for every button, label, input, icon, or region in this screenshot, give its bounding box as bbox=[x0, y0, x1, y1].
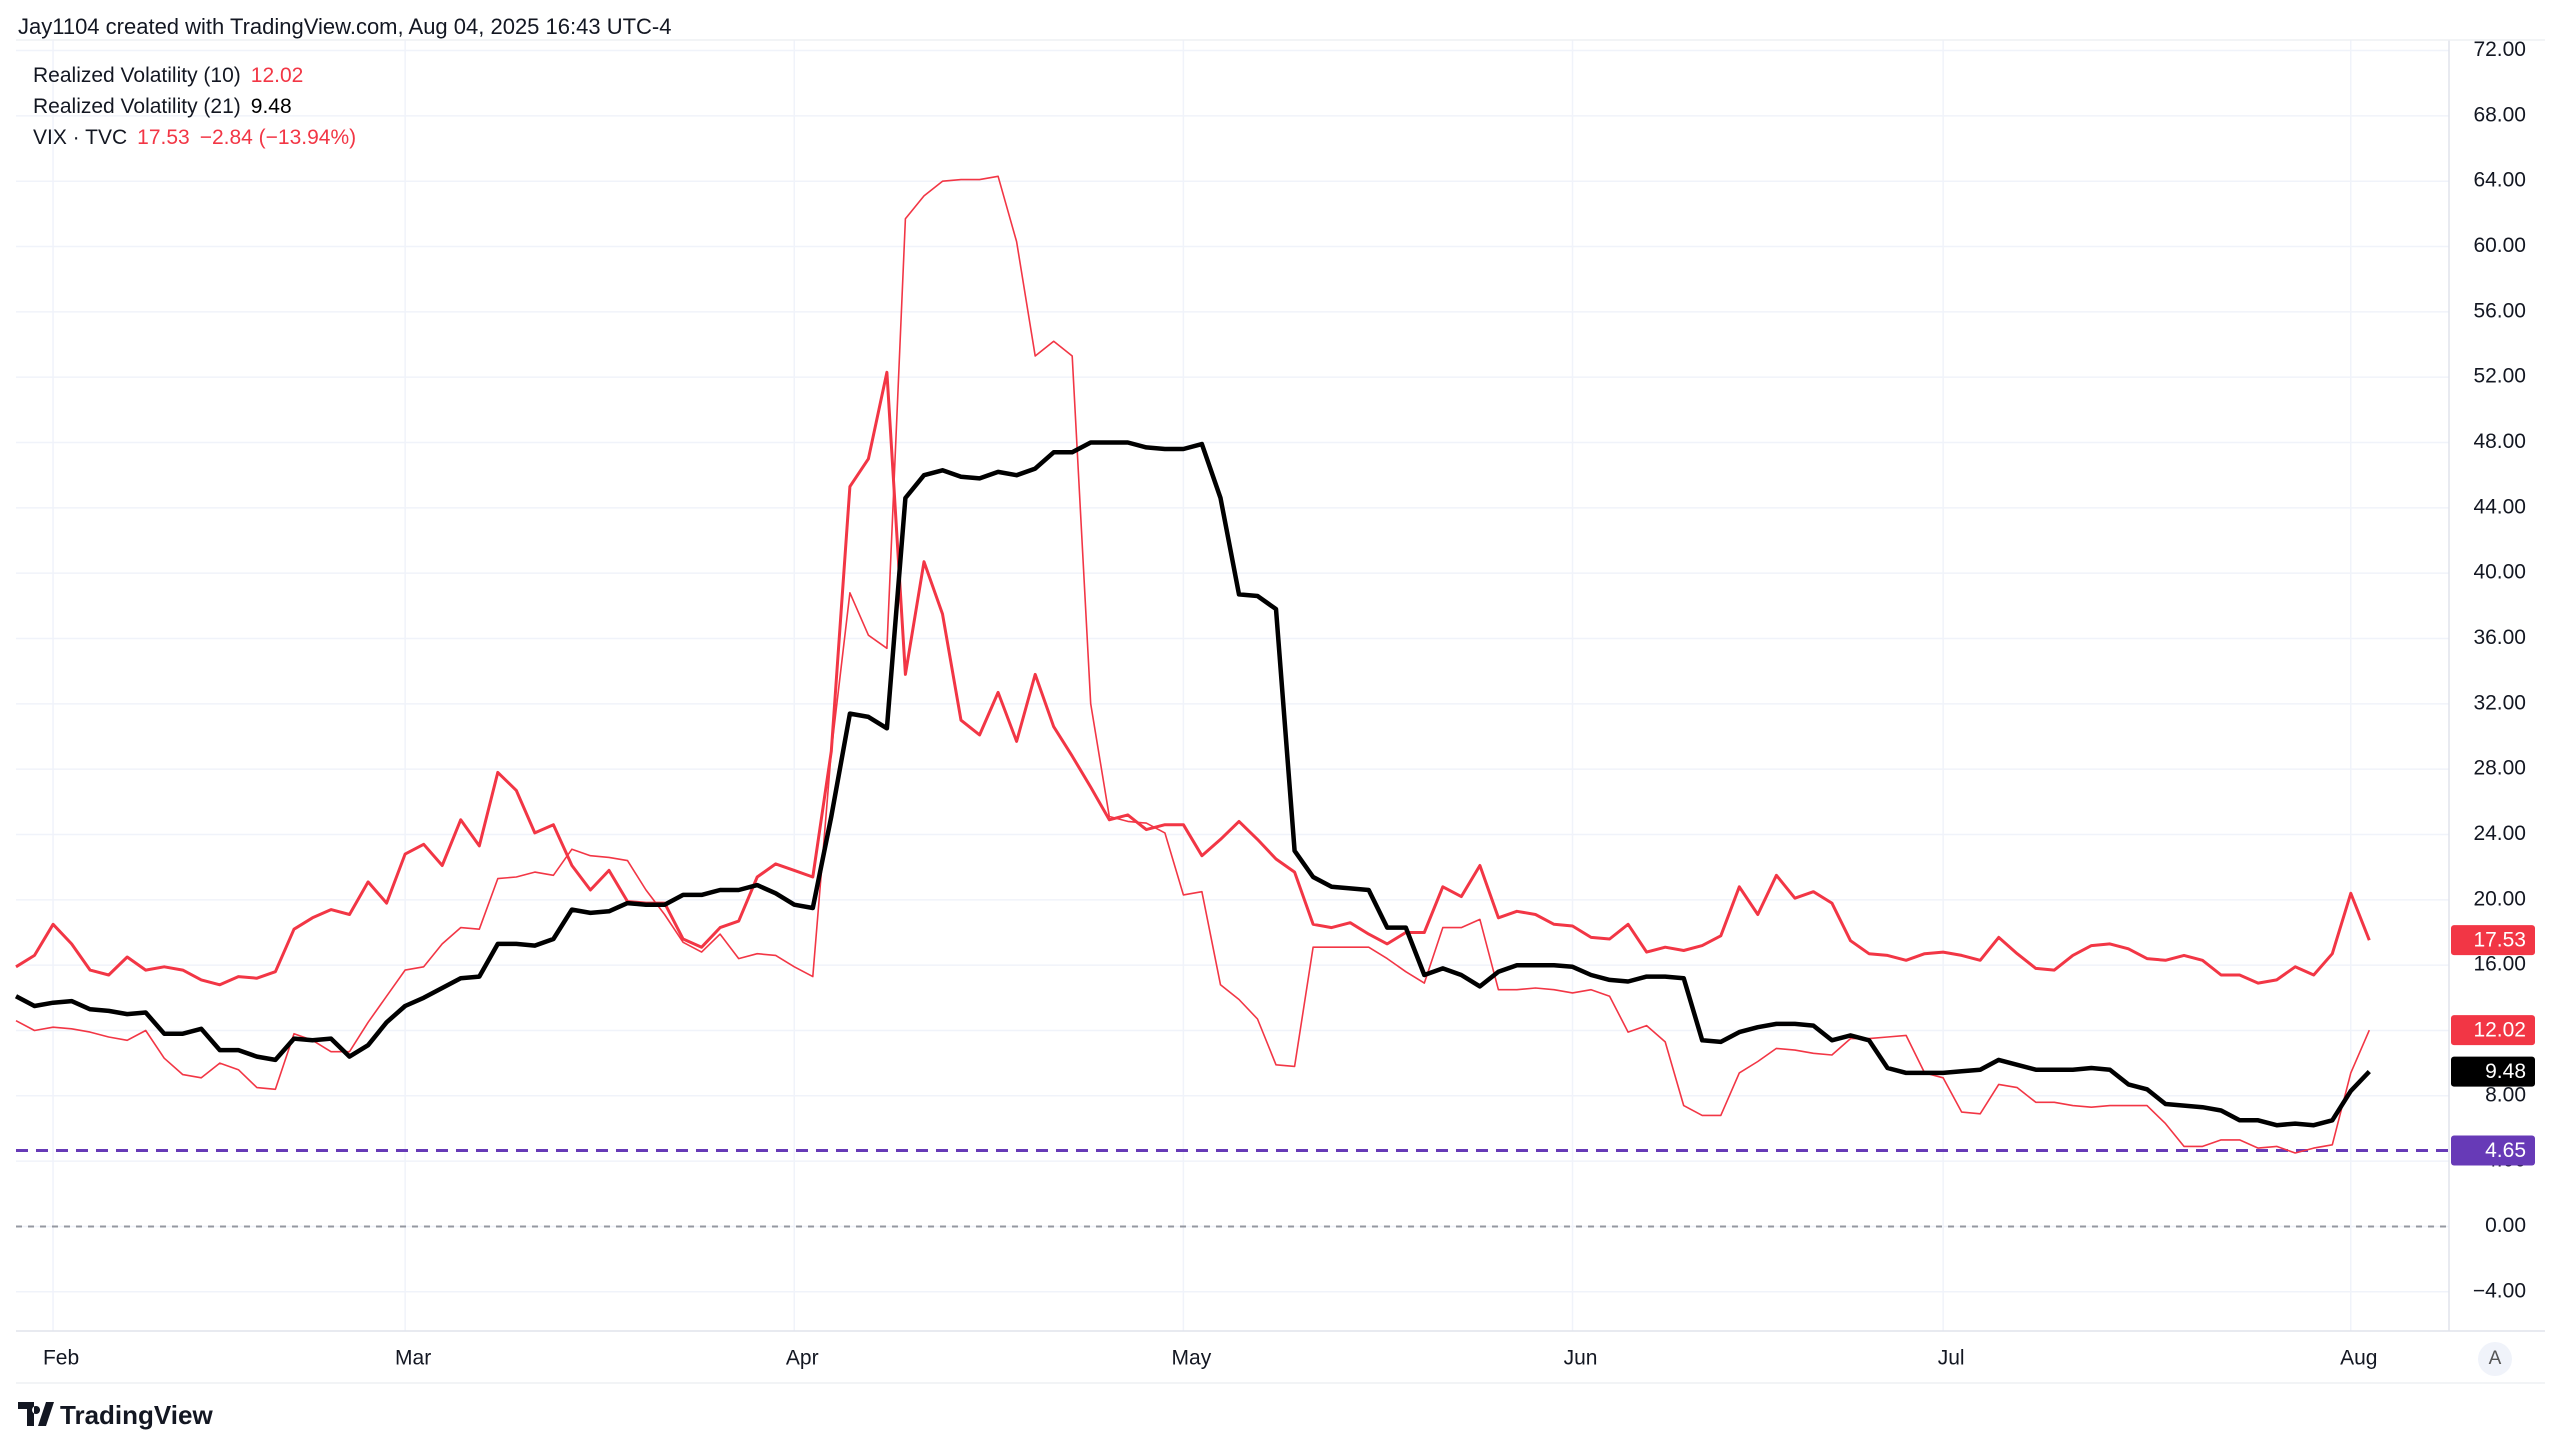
y-tick-label: 20.00 bbox=[2473, 887, 2526, 910]
x-tick-label: Jul bbox=[1938, 1347, 1965, 1370]
legend-value: 17.53 bbox=[137, 126, 190, 149]
brand-logo bbox=[18, 1402, 54, 1426]
price-label-bg bbox=[2451, 1015, 2535, 1046]
x-tick-label: Feb bbox=[43, 1347, 79, 1370]
y-tick-label: 32.00 bbox=[2473, 691, 2526, 714]
legend-row: VIX · TVC 17.53 −2.84 (−13.94%) bbox=[33, 126, 366, 150]
y-tick-label: 40.00 bbox=[2473, 561, 2526, 584]
x-tick-label: May bbox=[1172, 1347, 1212, 1370]
series-line bbox=[15, 370, 2371, 987]
legend-row: Realized Volatility (21) 9.48 bbox=[33, 95, 302, 119]
price-label-bg bbox=[2451, 1056, 2535, 1087]
auto-scale-button[interactable]: A bbox=[2478, 1342, 2512, 1376]
legend-name: VIX · TVC bbox=[33, 126, 128, 149]
brand: TradingView bbox=[60, 1400, 213, 1430]
y-tick-label: 52.00 bbox=[2473, 365, 2526, 388]
price-label: 4.65 bbox=[2485, 1139, 2526, 1162]
y-tick-label: 68.00 bbox=[2473, 103, 2526, 126]
y-tick-label: −4.00 bbox=[2473, 1279, 2526, 1302]
x-tick-label: Aug bbox=[2340, 1347, 2377, 1370]
y-tick-label: 24.00 bbox=[2473, 822, 2526, 845]
legend-row: Realized Volatility (10) 12.02 bbox=[33, 64, 313, 88]
header-title: Jay1104 created with TradingView.com, Au… bbox=[18, 14, 672, 39]
price-label: 12.02 bbox=[2473, 1019, 2526, 1042]
legend-change: −2.84 (−13.94%) bbox=[199, 126, 357, 149]
legend-name: Realized Volatility (10) bbox=[33, 64, 241, 87]
y-tick-label: 72.00 bbox=[2473, 38, 2526, 61]
price-label-bg bbox=[2451, 925, 2535, 956]
y-tick-label: 64.00 bbox=[2473, 169, 2526, 192]
x-tick-label: Apr bbox=[786, 1347, 819, 1370]
series-line bbox=[14, 440, 2371, 1128]
y-tick-label: 60.00 bbox=[2473, 234, 2526, 257]
legend-value: 12.02 bbox=[250, 64, 304, 87]
legend-value: 9.48 bbox=[250, 95, 292, 118]
series-line bbox=[15, 175, 2371, 1154]
price-label: 17.53 bbox=[2473, 929, 2526, 952]
y-tick-label: 0.00 bbox=[2485, 1214, 2526, 1237]
y-tick-label: 36.00 bbox=[2473, 626, 2526, 649]
x-tick-label: Mar bbox=[395, 1347, 431, 1370]
y-tick-label: 44.00 bbox=[2473, 495, 2526, 518]
y-tick-label: 28.00 bbox=[2473, 757, 2526, 780]
x-tick-label: Jun bbox=[1564, 1347, 1598, 1370]
y-tick-label: 16.00 bbox=[2473, 953, 2526, 976]
y-tick-label: 56.00 bbox=[2473, 299, 2526, 322]
price-label: 9.48 bbox=[2485, 1060, 2526, 1083]
legend-name: Realized Volatility (21) bbox=[33, 95, 241, 118]
y-tick-label: 8.00 bbox=[2485, 1083, 2526, 1106]
y-tick-label: 48.00 bbox=[2473, 430, 2526, 453]
price-label-bg bbox=[2451, 1135, 2535, 1166]
